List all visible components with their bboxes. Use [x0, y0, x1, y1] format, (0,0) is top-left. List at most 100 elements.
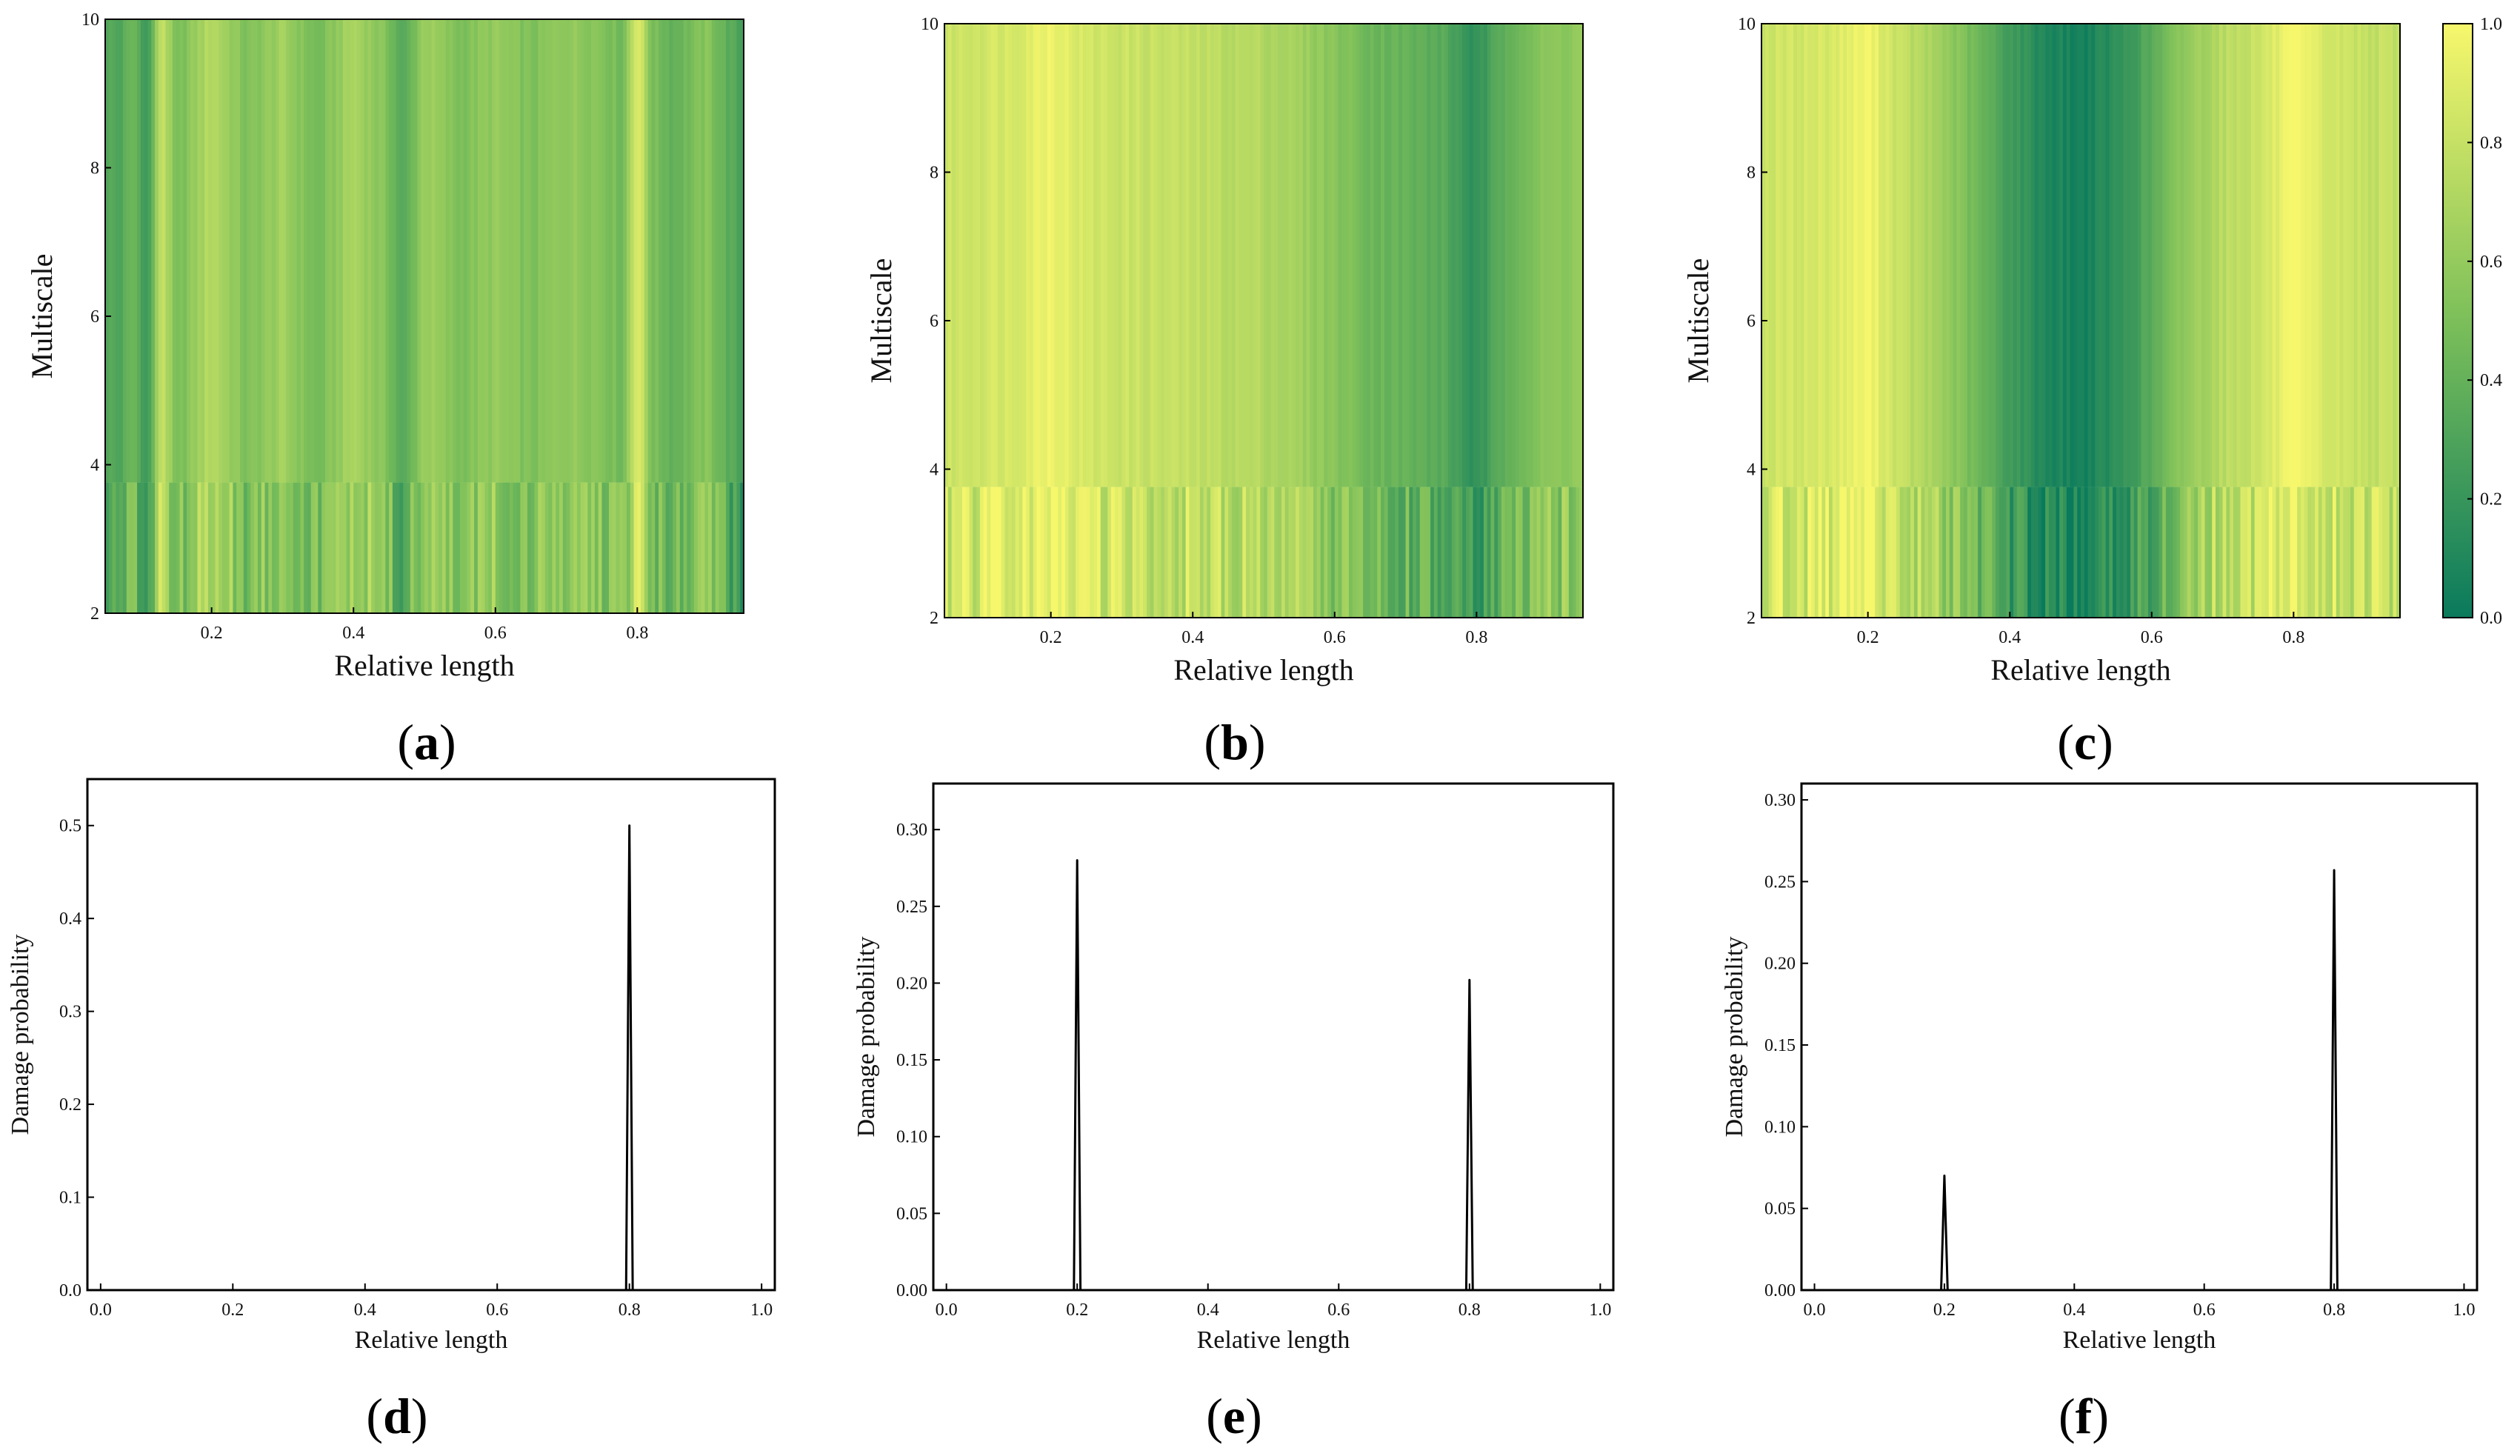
x-tick-label: 0.6	[2193, 1300, 2216, 1320]
heatmap-cell	[282, 19, 287, 483]
heatmap-cell	[2325, 487, 2330, 618]
heatmap-cell	[626, 19, 631, 483]
heatmap-cell	[1917, 487, 1922, 618]
heatmap-cell	[1193, 24, 1197, 487]
y-tick-label: 0.0	[59, 1281, 81, 1300]
heatmap-cell	[307, 19, 312, 483]
heatmap-cell	[1462, 487, 1467, 618]
heatmap-cell	[2056, 24, 2060, 487]
heatmap-cell	[2101, 487, 2107, 618]
heatmap-cell	[2276, 487, 2280, 618]
heatmap-cell	[587, 482, 592, 613]
heatmap-cell	[2254, 24, 2259, 487]
y-tick-label: 0.00	[896, 1281, 927, 1300]
heatmap-cell	[1536, 24, 1541, 487]
heatmap-cell	[236, 482, 241, 613]
y-tick-label: 2	[90, 604, 99, 624]
line-panel-d: 0.0 0.2 0.4 0.6 0.8 1.0 0.0 0.1 0.2 0.3 0.4 0.5 Rela…	[7, 778, 776, 1354]
heatmap-cell	[2297, 487, 2301, 618]
heatmap-cell	[1324, 487, 1328, 618]
heatmap-cell	[2336, 487, 2341, 618]
heatmap-cell	[598, 482, 603, 613]
heatmap-cell	[524, 19, 528, 483]
heatmap-cell	[1561, 24, 1566, 487]
heatmap-cell	[1345, 487, 1350, 618]
heatmap-cell	[530, 19, 536, 483]
heatmap-cell	[1129, 487, 1133, 618]
heatmap-cell	[1310, 487, 1314, 618]
heatmap-cell	[2212, 487, 2216, 618]
heatmap-cell	[431, 482, 436, 613]
heatmap-cell	[1129, 24, 1133, 487]
paren-close: )	[1249, 714, 1266, 770]
heatmap-cell	[1790, 24, 1794, 487]
heatmap-cell	[1999, 24, 2004, 487]
heatmap-cell	[169, 482, 173, 613]
heatmap-cell	[1104, 487, 1108, 618]
heatmap-cell	[219, 482, 223, 613]
heatmap-cell	[697, 19, 702, 483]
colorbar-tick-label: 0.0	[2480, 609, 2502, 628]
heatmap-cell	[576, 19, 581, 483]
heatmap-cell	[2091, 487, 2096, 618]
x-tick-label: 0.6	[1327, 1300, 1350, 1320]
heatmap-cell	[367, 482, 372, 613]
heatmap-cell	[2258, 487, 2262, 618]
heatmap-cell	[1341, 24, 1346, 487]
heatmap-cell	[601, 19, 606, 483]
paren-close: )	[439, 714, 456, 770]
heatmap-panel-c: 0.2 0.4 0.6 0.8 2 4 6 8 10 Relative length Multisc…	[1681, 15, 2502, 687]
heatmap-cell	[396, 19, 401, 483]
heatmap-cell	[2272, 24, 2276, 487]
heatmap-cell	[2279, 24, 2284, 487]
heatmap-cell	[1953, 487, 1957, 618]
heatmap-cell	[453, 19, 457, 483]
heatmap-cell	[2389, 487, 2394, 618]
x-axis-title: Relative length	[1990, 653, 2170, 687]
heatmap-cell	[1090, 487, 1094, 618]
heatmap-cell	[357, 482, 361, 613]
heatmap-cell	[1196, 487, 1201, 618]
heatmap-cell	[1413, 24, 1417, 487]
heatmap-cell	[1235, 487, 1240, 618]
heatmap-cell	[147, 19, 152, 483]
heatmap-cell	[207, 19, 213, 483]
heatmap-cell	[715, 482, 720, 613]
heatmap-cell	[417, 19, 421, 483]
heatmap-cell	[2130, 487, 2135, 618]
heatmap-cell	[1348, 487, 1353, 618]
heatmap-cell	[2208, 24, 2213, 487]
heatmap-cell	[2339, 487, 2344, 618]
heatmap-cell	[2265, 487, 2270, 618]
heatmap-cell	[1179, 487, 1183, 618]
heatmap-cell	[499, 19, 503, 483]
heatmap-cell	[1423, 24, 1427, 487]
heatmap-cell	[990, 24, 995, 487]
heatmap-cell	[2038, 24, 2042, 487]
panel-letter: a	[414, 714, 439, 770]
heatmap-cell	[381, 482, 386, 613]
heatmap-cell	[2304, 487, 2309, 618]
panel-label-text: (d)	[366, 1388, 427, 1444]
heatmap-cell	[364, 482, 368, 613]
heatmap-cell	[389, 482, 393, 613]
heatmap-cell	[2361, 24, 2365, 487]
heatmap-cell	[1455, 24, 1459, 487]
heatmap-cell	[1992, 487, 1996, 618]
heatmap-cell	[1487, 24, 1492, 487]
heatmap-cell	[1832, 487, 1837, 618]
heatmap-cell	[513, 482, 518, 613]
heatmap-cell	[2194, 24, 2199, 487]
heatmap-cell	[1270, 24, 1275, 487]
heatmap-cell	[961, 487, 967, 618]
y-tick-label: 8	[90, 159, 99, 178]
colorbar: 0.0 0.2 0.4 0.6 0.8 1.0	[2442, 15, 2502, 628]
heatmap-cell	[187, 19, 191, 483]
heatmap-cell	[215, 19, 219, 483]
heatmap-cell	[1942, 24, 1947, 487]
heatmap-cell	[459, 482, 464, 613]
panel-letter: d	[383, 1388, 411, 1444]
heatmap-cell	[1850, 24, 1855, 487]
heatmap-cell	[346, 482, 351, 613]
heatmap-cell	[2226, 24, 2230, 487]
